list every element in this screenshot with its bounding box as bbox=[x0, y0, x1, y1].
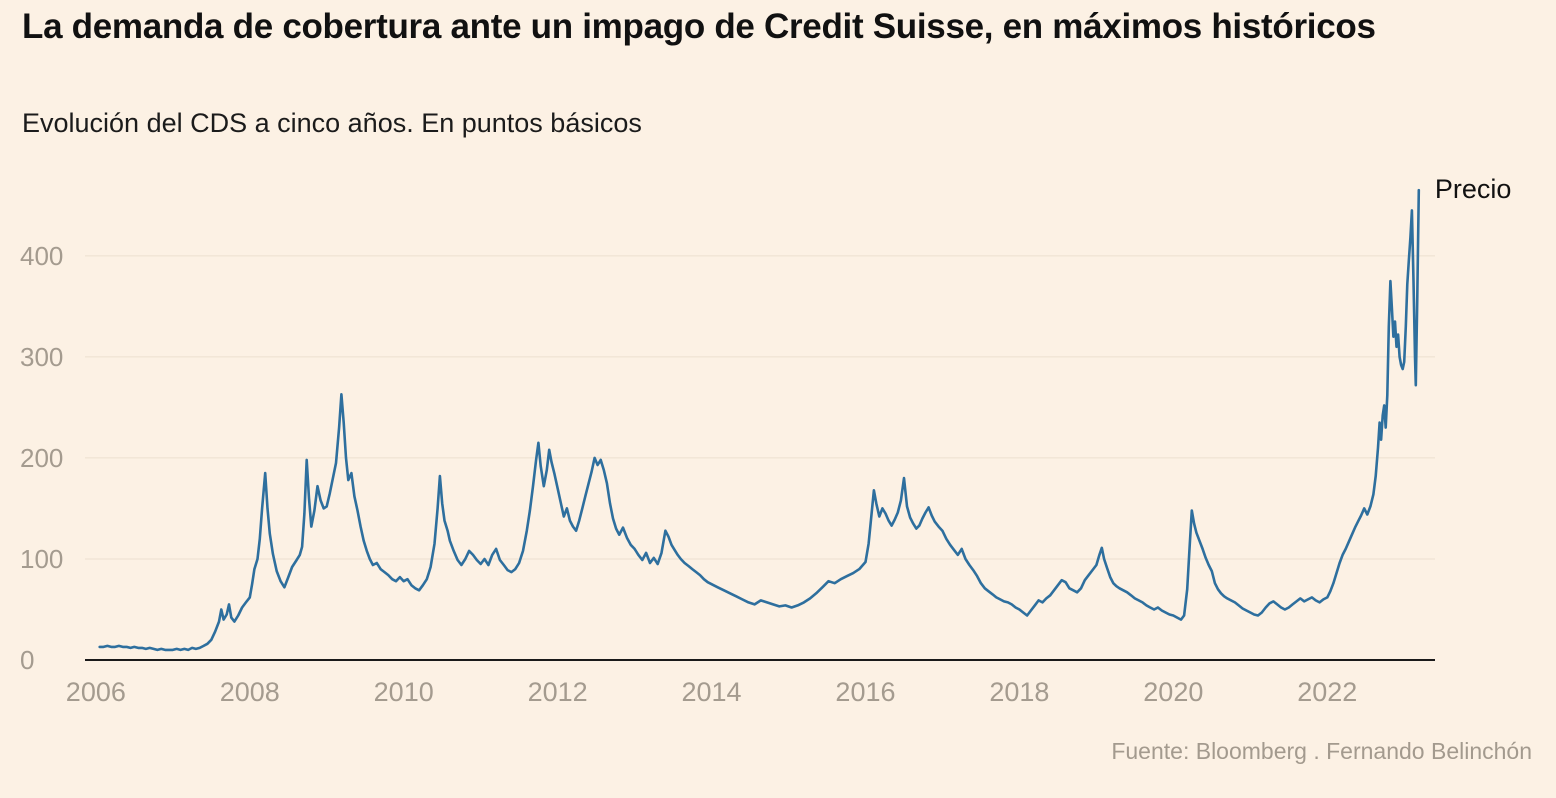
x-tick-label: 2022 bbox=[1297, 677, 1357, 707]
chart-subtitle: Evolución del CDS a cinco años. En punto… bbox=[22, 108, 642, 138]
y-tick-label: 100 bbox=[20, 544, 63, 574]
x-tick-label: 2014 bbox=[682, 677, 742, 707]
y-tick-label: 200 bbox=[20, 443, 63, 473]
x-tick-label: 2020 bbox=[1143, 677, 1203, 707]
chart-title: La demanda de cobertura ante un impago d… bbox=[22, 7, 1376, 46]
x-tick-label: 2010 bbox=[374, 677, 434, 707]
x-tick-label: 2016 bbox=[835, 677, 895, 707]
x-tick-label: 2006 bbox=[66, 677, 126, 707]
x-tick-label: 2012 bbox=[528, 677, 588, 707]
x-tick-label: 2018 bbox=[989, 677, 1049, 707]
cds-price-line bbox=[98, 188, 1421, 652]
y-tick-label: 0 bbox=[20, 645, 34, 675]
source-note: Fuente: Bloomberg . Fernando Belinchón bbox=[1111, 738, 1532, 764]
x-tick-label: 2008 bbox=[220, 677, 280, 707]
y-tick-label: 300 bbox=[20, 342, 63, 372]
series-label-precio: Precio bbox=[1434, 174, 1512, 205]
y-tick-label: 400 bbox=[20, 241, 63, 271]
